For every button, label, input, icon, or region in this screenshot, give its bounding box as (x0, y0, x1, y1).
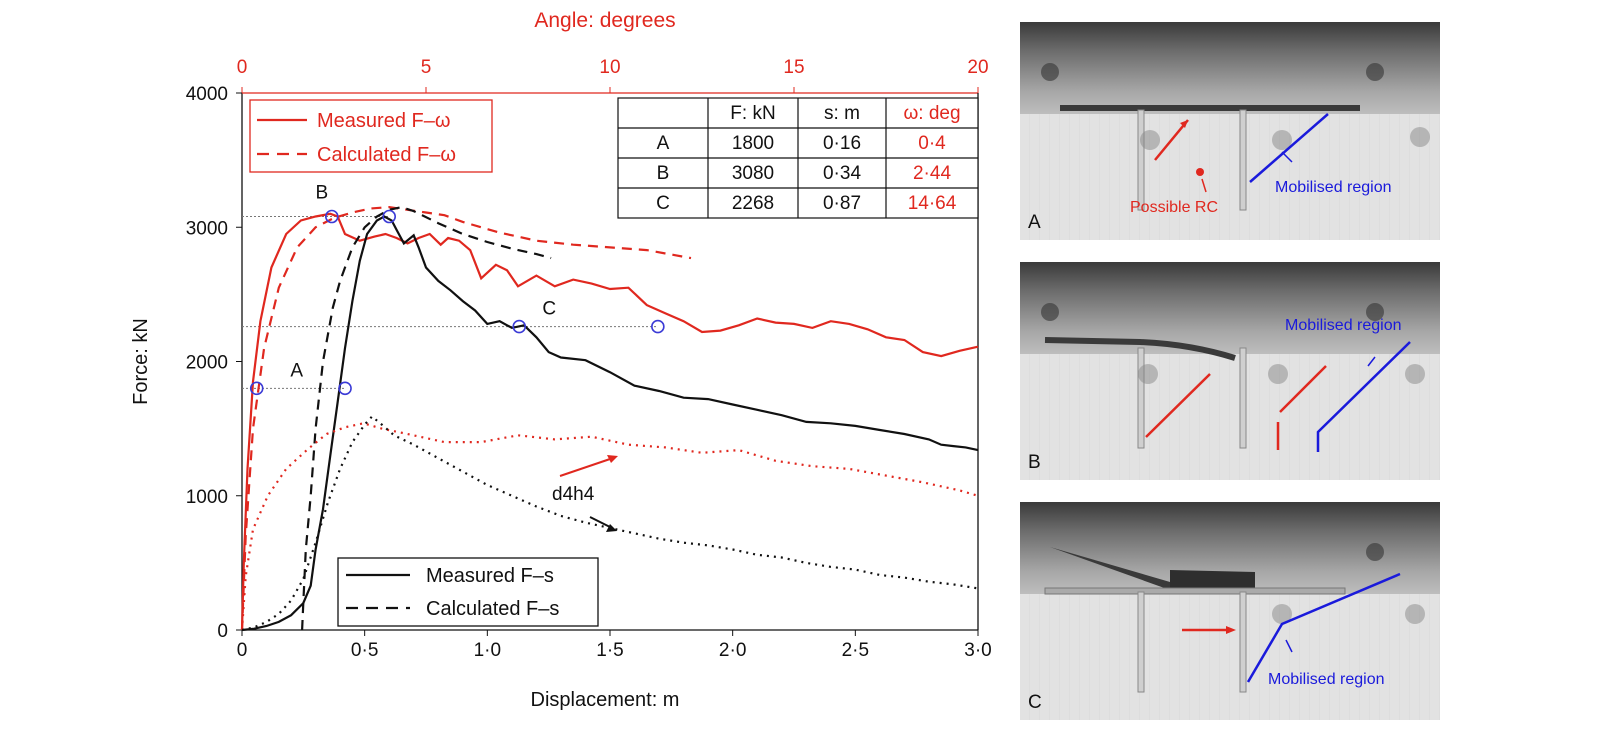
panel-c-overlay: Mobilised region (1044, 543, 1425, 693)
marker-point (338, 381, 352, 396)
data-table-cell: 14·64 (908, 193, 957, 214)
y-tick-label: 2000 (186, 353, 228, 374)
x-tick-label: 0·5 (351, 640, 378, 661)
marker-label-c: C (542, 299, 556, 320)
marker-label-b: B (315, 183, 328, 204)
marker-point (382, 209, 397, 224)
data-table-cell: 2·44 (913, 163, 951, 184)
annotation-arrow-black (589, 516, 613, 529)
y-tick-label: 4000 (186, 84, 228, 105)
annotation-arrowhead-red (607, 455, 618, 463)
panel-b-overlay: Mobilised region (1041, 303, 1425, 452)
annotation-possible-rc: Possible RC (1130, 199, 1218, 216)
annotation-mobilised-region: Mobilised region (1275, 179, 1392, 196)
data-table-cell: 0·4 (918, 133, 946, 154)
marker-point (651, 319, 665, 334)
legend-bottom-box (337, 557, 599, 627)
panel-a-overlay: Possible RC Mobilised region (1041, 63, 1430, 216)
y-tick-label: 0 (217, 621, 228, 642)
legend-label: Measured F–s (426, 565, 554, 587)
top-tick-label: 20 (967, 57, 988, 78)
x-tick-label: 0 (237, 640, 248, 661)
x-tick-label: 2·5 (842, 640, 869, 661)
marker-label-a: A (290, 360, 303, 381)
marker-point (324, 209, 339, 224)
y-tick-label: 1000 (186, 487, 228, 508)
data-table-cell: 1800 (732, 133, 774, 154)
soil (1020, 354, 1440, 480)
legend-label: Measured F–ω (317, 110, 450, 132)
x-tick-label: 3·0 (964, 640, 991, 661)
series-line-measured-f- (240, 212, 979, 631)
y-tick-label: 3000 (186, 218, 228, 239)
panel-label: A (1028, 212, 1041, 233)
x-axis-title: Displacement: m (531, 689, 680, 711)
photo-panel-a: Possible RC Mobilised region A (1020, 22, 1440, 240)
data-table-header: ω: deg (903, 103, 960, 124)
data-table-cell: 0·87 (823, 193, 861, 214)
top-axis-title: Angle: degrees (534, 9, 675, 32)
legend-top-box (249, 99, 493, 173)
annotation-arrowhead-black (606, 524, 617, 532)
panel-label: B (1028, 452, 1041, 473)
series-line-d4h4 (240, 422, 979, 631)
top-tick-label: 10 (599, 57, 620, 78)
y-axis-title: Force: kN (130, 318, 152, 405)
soil (1020, 594, 1440, 720)
x-tick-label: 1·0 (474, 640, 501, 661)
photo-panel-c: Mobilised region C (1020, 502, 1440, 720)
annotation-mobilised-region: Mobilised region (1268, 671, 1385, 688)
marker-point (249, 381, 264, 396)
top-tick-label: 0 (237, 57, 248, 78)
top-tick-label: 15 (783, 57, 804, 78)
x-tick-label: 1·5 (596, 640, 623, 661)
series-line-calculated-f-s (301, 205, 552, 631)
annotation-d4h4: d4h4 (552, 484, 595, 505)
data-table-cell: B (657, 163, 670, 184)
x-tick-label: 2·0 (719, 640, 746, 661)
series-line-measured-f-s (241, 215, 979, 632)
annotation-arrow-red (559, 457, 614, 477)
data-table-cell: 2268 (732, 193, 774, 214)
data-table-cell: C (656, 193, 670, 214)
data-table-cell: 3080 (732, 163, 774, 184)
photo-panel-b: Mobilised region B (1020, 262, 1440, 480)
data-table-header: F: kN (730, 103, 775, 124)
legend-label: Calculated F–ω (317, 144, 456, 166)
legend-label: Calculated F–s (426, 598, 559, 620)
marker-point (512, 319, 527, 334)
data-table-cell: A (657, 133, 670, 154)
data-table-cell: 0·16 (823, 133, 861, 154)
panel-label: C (1028, 692, 1042, 713)
annotation-mobilised-region: Mobilised region (1285, 317, 1402, 334)
soil (1020, 114, 1440, 240)
force-displacement-chart: 0 0·5 1·0 1·5 2·0 2·5 3·0 Displacement: m 0 5 10 15… (130, 9, 992, 711)
top-tick-label: 5 (421, 57, 432, 78)
data-table-header: s: m (824, 103, 860, 124)
data-table-cell: 0·34 (823, 163, 861, 184)
